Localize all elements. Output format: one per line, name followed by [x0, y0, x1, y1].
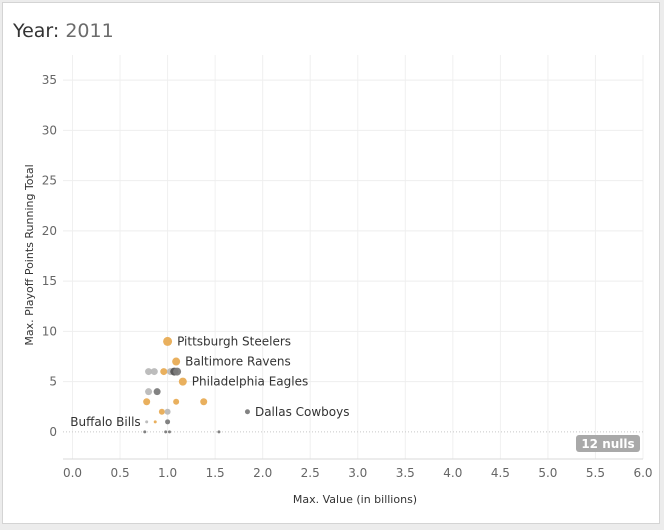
- y-tick-label: 25: [42, 174, 57, 188]
- x-tick-label: 2.5: [301, 466, 320, 480]
- x-tick-label: 1.0: [158, 466, 177, 480]
- data-point[interactable]: [143, 430, 147, 434]
- year-label: Year:: [13, 20, 60, 42]
- point-label: Dallas Cowboys: [255, 405, 350, 419]
- x-tick-label: 2.0: [253, 466, 272, 480]
- x-axis-title: Max. Value (in billions): [293, 493, 417, 506]
- data-point[interactable]: [178, 377, 187, 386]
- data-point[interactable]: [165, 419, 171, 425]
- data-point[interactable]: [172, 357, 181, 366]
- point-label: Pittsburgh Steelers: [177, 334, 291, 348]
- x-tick-label: 3.0: [348, 466, 367, 480]
- data-point[interactable]: [153, 420, 157, 424]
- y-tick-label: 5: [49, 375, 57, 389]
- y-tick-label: 30: [42, 123, 57, 137]
- chart-panel: Year: 2011 0.0 0.5 1.0 1.5 2.0 2.5 3.0 3.5 4.0 4.…: [2, 2, 660, 524]
- data-point[interactable]: [143, 398, 151, 406]
- x-tick-label: 4.0: [443, 466, 462, 480]
- y-axis-title: Max. Playoff Points Running Total: [23, 164, 36, 345]
- x-tick-label: 0.5: [111, 466, 130, 480]
- x-tick-label: 3.5: [396, 466, 415, 480]
- point-label: Buffalo Bills: [70, 415, 140, 429]
- x-tick-label: 5.0: [538, 466, 557, 480]
- y-tick-label: 20: [42, 224, 57, 238]
- nulls-badge[interactable]: [576, 435, 640, 452]
- data-point[interactable]: [167, 430, 171, 434]
- y-tick-label: 35: [42, 73, 57, 87]
- data-point[interactable]: [244, 409, 250, 415]
- y-tick-label: 0: [49, 425, 57, 439]
- y-tick-label: 15: [42, 274, 57, 288]
- scatter-chart[interactable]: 0.0 0.5 1.0 1.5 2.0 2.5 3.0 3.5 4.0 4.5 5.0 5.5 6.0 0…: [3, 3, 659, 523]
- data-point[interactable]: [150, 368, 158, 376]
- x-tick-label: 4.5: [491, 466, 510, 480]
- y-tick-label: 10: [42, 324, 57, 338]
- data-point[interactable]: [164, 408, 171, 415]
- data-point[interactable]: [145, 420, 149, 424]
- year-value: 2011: [65, 20, 114, 42]
- x-tick-label: 6.0: [633, 466, 652, 480]
- point-label: Philadelphia Eagles: [192, 375, 308, 389]
- data-point[interactable]: [153, 388, 161, 396]
- data-point[interactable]: [145, 388, 153, 396]
- data-point[interactable]: [200, 398, 208, 406]
- data-point[interactable]: [145, 368, 153, 376]
- x-tick-label: 1.5: [206, 466, 225, 480]
- x-tick-label: 0.0: [63, 466, 82, 480]
- data-point[interactable]: [173, 367, 182, 376]
- nulls-badge-label: 12 nulls: [581, 437, 634, 451]
- x-tick-label: 5.5: [586, 466, 605, 480]
- data-point[interactable]: [158, 408, 165, 415]
- point-label: Baltimore Ravens: [185, 355, 291, 369]
- data-point[interactable]: [163, 336, 173, 346]
- data-point[interactable]: [164, 430, 168, 434]
- data-point[interactable]: [173, 398, 180, 405]
- page-title: Year: 2011: [13, 20, 114, 42]
- data-point[interactable]: [217, 430, 221, 434]
- data-point[interactable]: [160, 368, 168, 376]
